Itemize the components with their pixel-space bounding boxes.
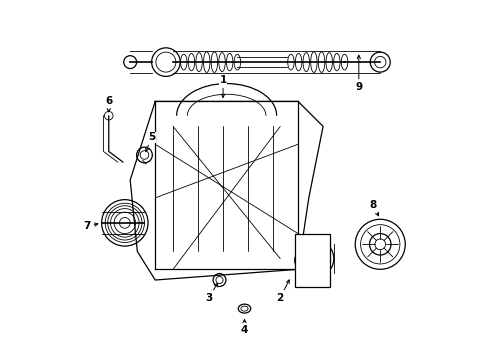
Text: 8: 8 (369, 200, 378, 216)
Text: 5: 5 (145, 132, 155, 152)
Text: 4: 4 (240, 320, 248, 335)
Text: 2: 2 (276, 280, 288, 303)
Circle shape (123, 56, 136, 68)
Text: 6: 6 (105, 96, 112, 112)
Text: 3: 3 (205, 283, 217, 303)
Text: 9: 9 (354, 55, 362, 92)
Text: 1: 1 (219, 75, 226, 98)
Polygon shape (130, 102, 323, 280)
Ellipse shape (312, 244, 333, 273)
Text: 7: 7 (83, 221, 98, 231)
Circle shape (369, 52, 389, 72)
FancyBboxPatch shape (294, 234, 329, 287)
